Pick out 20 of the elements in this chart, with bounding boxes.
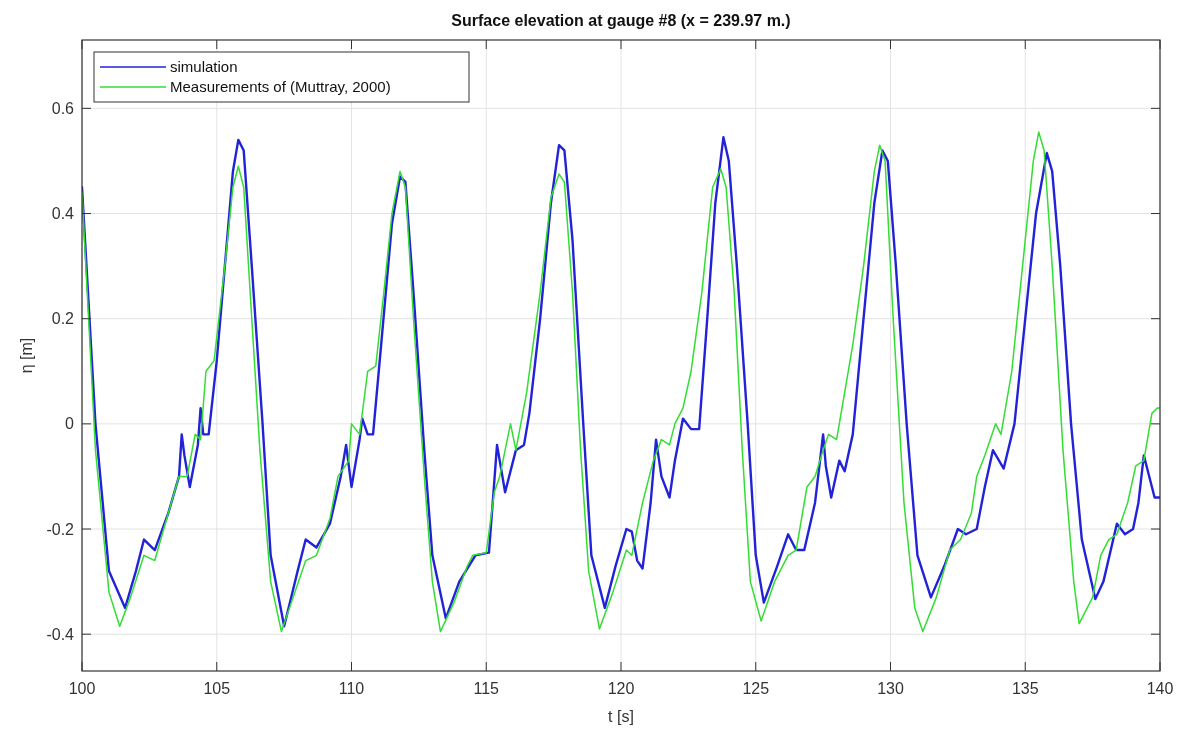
y-tick-label: 0.4 [51,205,75,223]
x-tick-label: 130 [877,680,904,697]
x-tick-label: 135 [1011,680,1039,697]
x-tick-label: 140 [1146,680,1174,697]
legend-label: Measurements of (Muttray, 2000) [170,78,391,96]
y-tick-label: 0.2 [51,310,75,328]
y-tick-label: -0.2 [46,520,75,538]
x-tick-label: 100 [68,680,96,697]
x-tick-label: 110 [338,680,365,697]
y-tick-label: 0 [65,415,75,433]
chart-title: Surface elevation at gauge #8 (x = 239.97 m.) [451,12,791,29]
x-tick-label: 105 [203,680,231,697]
y-tick-label: 0.6 [51,99,75,117]
x-tick-label: 120 [607,680,635,697]
y-axis-title: η [m] [18,337,35,374]
x-tick-label: 125 [742,680,770,697]
legend-label: simulation [170,58,238,76]
x-axis-title: t [s] [608,708,634,725]
y-tick-label: -0.4 [46,625,75,643]
x-tick-label: 115 [473,680,500,697]
